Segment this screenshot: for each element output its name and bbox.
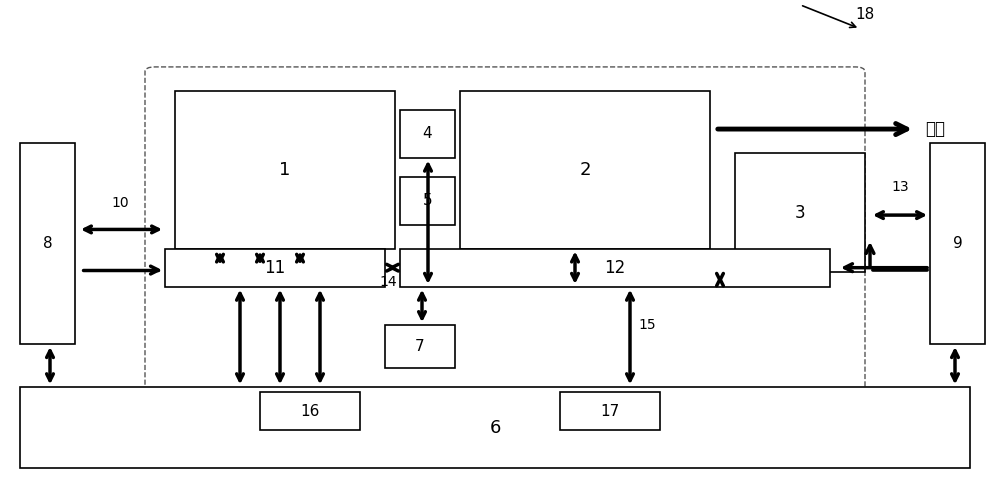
- Text: 17: 17: [600, 403, 620, 419]
- Text: 5: 5: [423, 193, 432, 208]
- Text: 6: 6: [489, 419, 501, 437]
- FancyBboxPatch shape: [400, 177, 455, 225]
- Text: 13: 13: [891, 180, 909, 194]
- FancyBboxPatch shape: [735, 153, 865, 272]
- Text: 16: 16: [300, 403, 320, 419]
- FancyBboxPatch shape: [930, 143, 985, 344]
- FancyBboxPatch shape: [20, 143, 75, 344]
- FancyBboxPatch shape: [175, 91, 395, 249]
- Text: 10: 10: [111, 196, 129, 210]
- FancyBboxPatch shape: [20, 387, 970, 468]
- Text: 18: 18: [855, 7, 874, 22]
- Text: 2: 2: [579, 161, 591, 179]
- FancyBboxPatch shape: [400, 110, 455, 158]
- FancyBboxPatch shape: [400, 249, 830, 287]
- Text: 12: 12: [604, 259, 626, 277]
- Text: 1: 1: [279, 161, 291, 179]
- Text: 9: 9: [953, 236, 962, 251]
- FancyBboxPatch shape: [560, 392, 660, 430]
- Text: 11: 11: [264, 259, 286, 277]
- Text: 14: 14: [379, 275, 397, 289]
- Text: 3: 3: [795, 204, 805, 222]
- Text: 显示: 显示: [925, 120, 945, 138]
- FancyBboxPatch shape: [260, 392, 360, 430]
- Text: 15: 15: [638, 318, 656, 332]
- FancyBboxPatch shape: [460, 91, 710, 249]
- Text: 4: 4: [423, 126, 432, 141]
- Text: 8: 8: [43, 236, 52, 251]
- FancyBboxPatch shape: [165, 249, 385, 287]
- Text: 7: 7: [415, 339, 425, 354]
- FancyBboxPatch shape: [385, 325, 455, 368]
